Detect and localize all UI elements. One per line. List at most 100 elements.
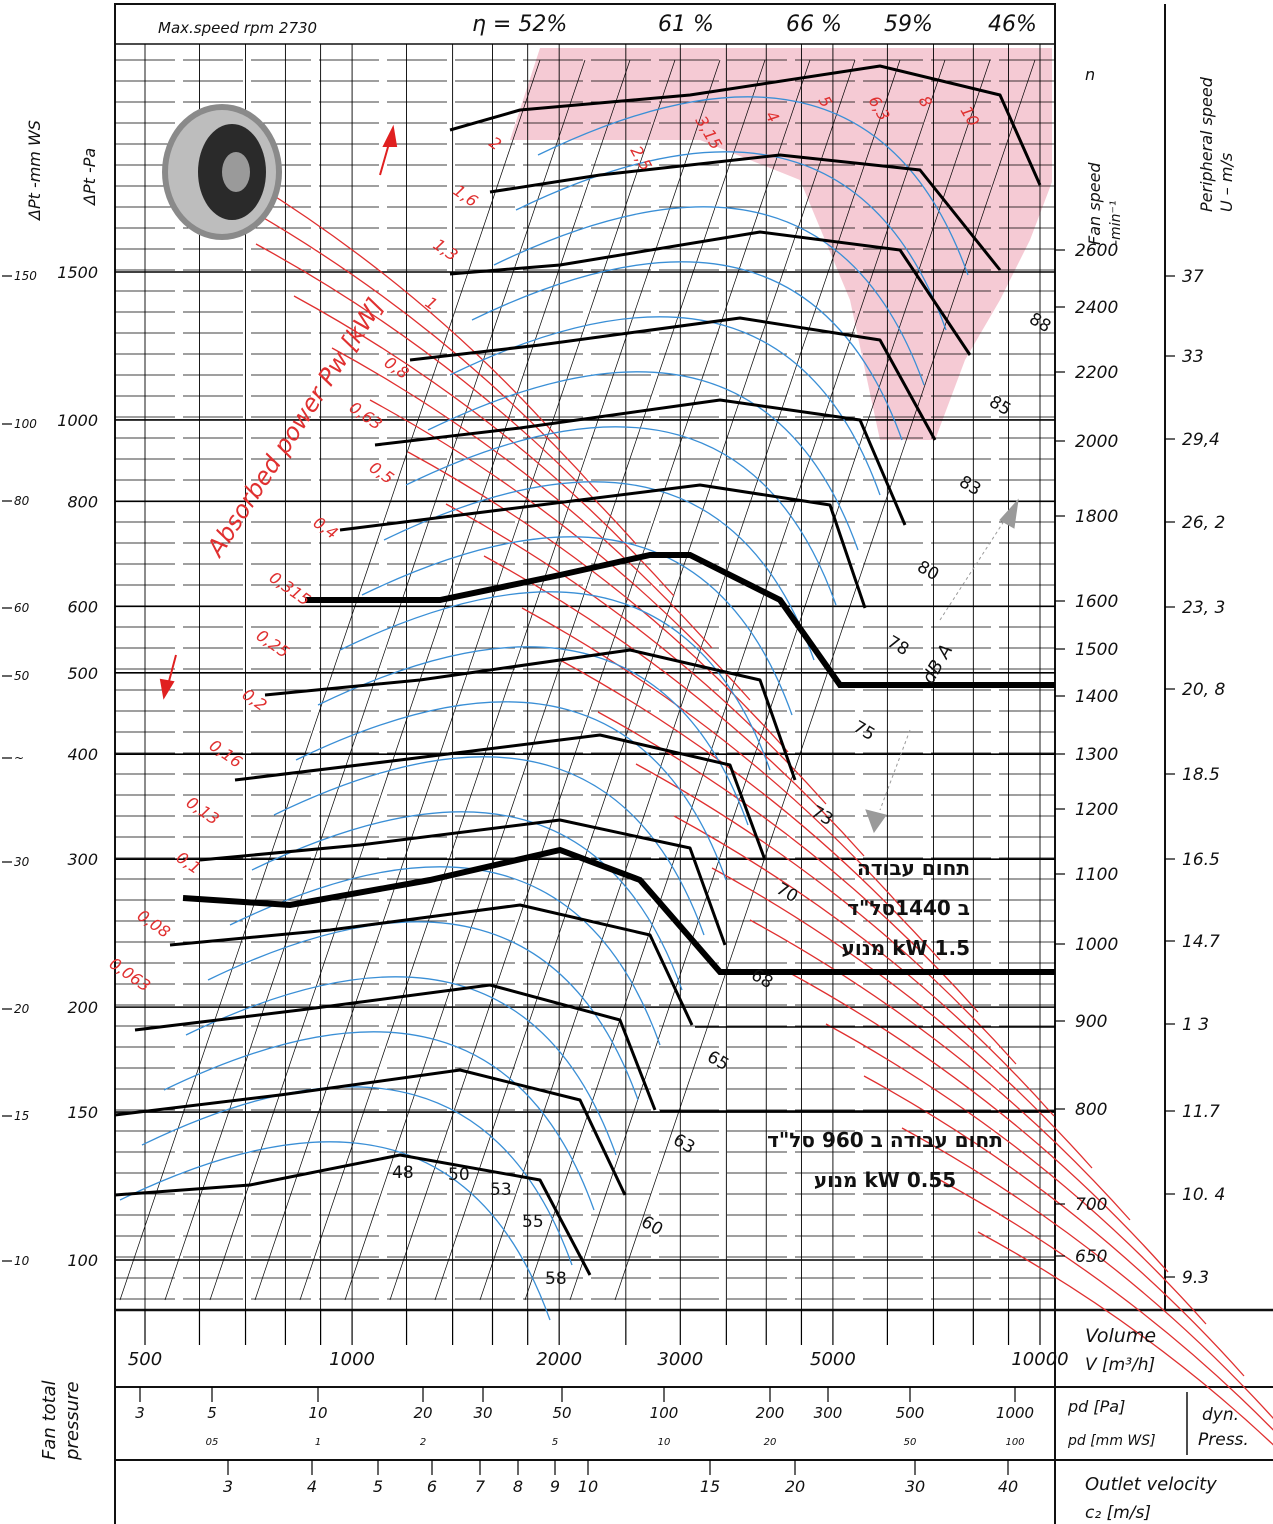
speed-curve xyxy=(339,483,867,609)
speed-curve xyxy=(114,1068,627,1196)
power-curve xyxy=(711,867,1093,1169)
speed-axis-title: Fan speed xyxy=(1085,162,1104,245)
mmws-tick-label: 150 xyxy=(14,269,37,283)
range-1440-line3: kW 1.5 מנוע xyxy=(841,936,970,960)
speed-curve xyxy=(489,153,1002,271)
pa-tick-label: 1000 xyxy=(57,411,98,430)
pd-mm-tick-label: 50 xyxy=(904,1437,917,1448)
power-curve xyxy=(217,191,599,493)
efficiency-curve xyxy=(207,921,639,1101)
pd-pa-tick-label: 50 xyxy=(552,1404,571,1422)
periph-tick-label: 10. 4 xyxy=(1182,1185,1225,1205)
efficiency-curve xyxy=(537,96,969,276)
power-curve xyxy=(483,555,865,857)
periph-tick-label: 11.7 xyxy=(1182,1102,1220,1122)
pd-pa-tick-label: 500 xyxy=(896,1404,925,1422)
volume-tick-label: 5000 xyxy=(810,1349,856,1370)
mmws-tick-label: ~ xyxy=(14,751,24,765)
efficiency-line xyxy=(344,59,766,1301)
pa-tick-label: 1500 xyxy=(57,263,98,282)
speed-tick-label: 1300 xyxy=(1075,745,1118,765)
operating-curve-1440 xyxy=(305,552,1055,688)
efficiency-line xyxy=(569,59,991,1301)
mmws-tick-label: 30 xyxy=(14,855,30,869)
speed-curve xyxy=(449,64,1042,186)
efficiency-curve xyxy=(251,811,683,991)
periph-tick-label: 14.7 xyxy=(1182,932,1220,952)
dba-label: 80 xyxy=(914,557,943,585)
speed-tick-label: 800 xyxy=(1075,1100,1107,1120)
mmws-tick-label: 80 xyxy=(14,494,30,508)
periph-tick-label: 26, 2 xyxy=(1182,513,1225,533)
press-label: Press. xyxy=(1198,1430,1249,1450)
speed-tick-label: 1500 xyxy=(1075,640,1118,660)
pd-pa-tick-label: 100 xyxy=(650,1404,679,1422)
fan-total-label: Fan total xyxy=(39,1380,60,1460)
efficiency-curve xyxy=(163,1031,595,1211)
curves-layer xyxy=(114,64,1273,1446)
power-label: 0,08 xyxy=(134,906,174,942)
mmws-tick-label: 15 xyxy=(14,1109,29,1123)
power-axis-title: Absorbed power Pw [kW] xyxy=(200,293,389,563)
power-label: 0,25 xyxy=(253,626,293,662)
power-arrows xyxy=(159,124,398,700)
efficiency-line xyxy=(524,59,946,1301)
range-1440-annotation: תחום עבודה ב 1440סל"ד kW 1.5 מנוע xyxy=(780,848,970,968)
velocity-tick-label: 4 xyxy=(307,1477,317,1496)
speed-curve xyxy=(264,648,797,781)
axis-title-mmws: ΔPt -mm WS xyxy=(25,120,44,222)
efficiency-line xyxy=(389,59,811,1301)
mmws-tick-label: 20 xyxy=(14,1002,30,1016)
efficiency-curve xyxy=(383,481,815,661)
periph-tick-label: 37 xyxy=(1182,267,1204,287)
power-curve xyxy=(369,399,751,701)
velocity-tick-label: 8 xyxy=(513,1477,523,1496)
speed-curve xyxy=(449,230,972,356)
pd-pa-tick-label: 200 xyxy=(756,1404,785,1422)
power-curve xyxy=(787,971,1169,1273)
speed-tick-label: 1000 xyxy=(1075,935,1118,955)
pd-mm-tick-label: 20 xyxy=(764,1437,777,1448)
range-1440-line2: ב 1440סל"ד xyxy=(847,896,970,920)
chart-frame xyxy=(114,3,1273,1524)
power-curve xyxy=(255,243,637,545)
velocity-tick-label: 9 xyxy=(550,1477,560,1496)
pd-mm-tick-label: 2 xyxy=(420,1437,426,1448)
power-curve xyxy=(901,1127,1273,1419)
speed-tick-label: 2000 xyxy=(1075,432,1118,452)
range-960-line1: תחום עבודה ב 960 סל"ד xyxy=(767,1128,1003,1152)
efficiency-curve xyxy=(229,866,661,1046)
velocity-tick-label: 10 xyxy=(578,1477,598,1496)
speed-tick-label: 1100 xyxy=(1075,865,1118,885)
efficiency-curve xyxy=(339,591,771,771)
power-curve xyxy=(749,919,1131,1221)
pressure-label: pressure xyxy=(62,1381,83,1461)
speed-curve xyxy=(234,733,767,861)
volume-tick-label: 2000 xyxy=(536,1349,582,1370)
power-label: 0,063 xyxy=(106,954,154,996)
dba-label: 83 xyxy=(956,472,985,500)
power-curve xyxy=(825,1023,1207,1325)
eta-label: η = 52% xyxy=(472,12,567,37)
efficiency-curve xyxy=(295,701,727,881)
pd-pa-tick-label: 10 xyxy=(308,1404,327,1422)
speed-tick-label: 650 xyxy=(1075,1247,1107,1267)
pd-pa-label: pd [Pa] xyxy=(1067,1397,1125,1416)
dba-label: 75 xyxy=(850,717,879,745)
periph-tick-label: 1 3 xyxy=(1182,1015,1209,1035)
velocity-tick-label: 30 xyxy=(905,1477,925,1496)
pd-pa-tick-label: 5 xyxy=(207,1404,217,1422)
pd-mm-tick-label: 5 xyxy=(552,1437,558,1448)
speed-tick-label: 700 xyxy=(1075,1195,1107,1215)
pa-tick-label: 500 xyxy=(67,664,98,683)
periph-axis-title: Peripheral speed xyxy=(1197,76,1216,212)
periph-tick-label: 9.3 xyxy=(1182,1268,1209,1288)
pa-tick-label: 150 xyxy=(67,1103,98,1122)
efficiency-curve xyxy=(273,756,705,936)
power-curve xyxy=(939,1179,1273,1431)
pa-tick-label: 100 xyxy=(67,1251,98,1270)
efficiency-curve xyxy=(493,206,925,386)
range-960-annotation: תחום עבודה ב 960 סל"ד kW 0.55 מנוע xyxy=(720,1120,1050,1200)
range-1440-line1: תחום עבודה xyxy=(856,856,970,880)
